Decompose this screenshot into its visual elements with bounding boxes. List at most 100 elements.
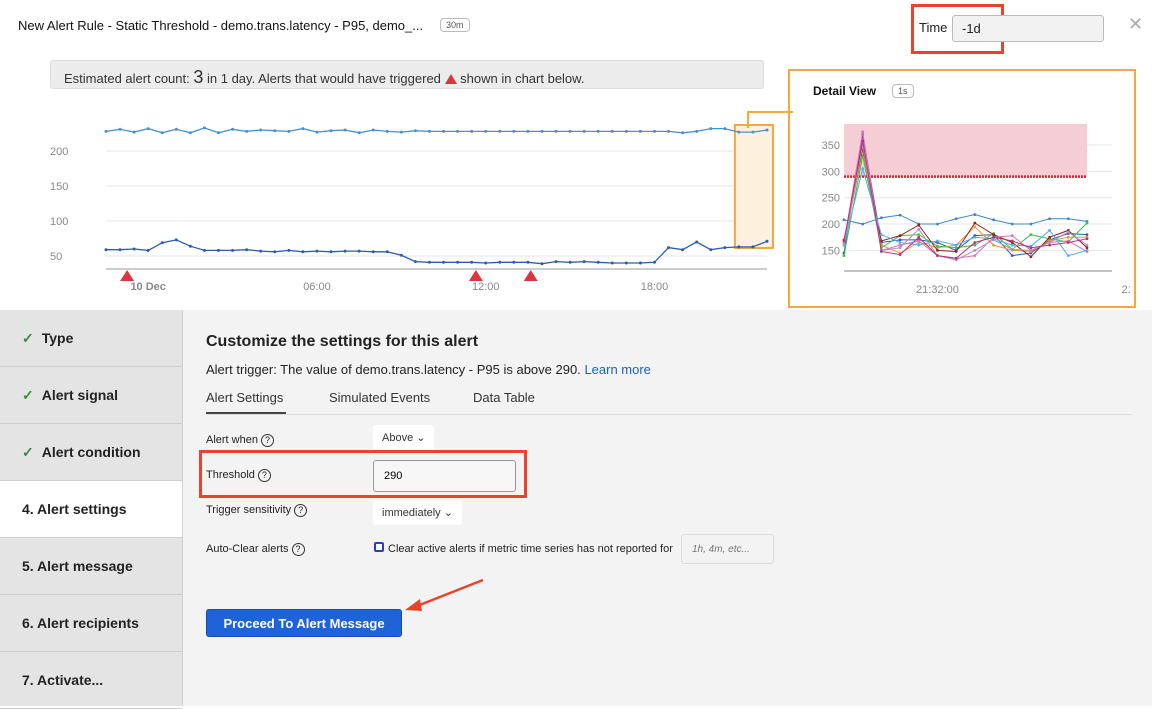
data-point xyxy=(898,213,902,217)
sensitivity-dropdown[interactable]: immediately ⌄ xyxy=(373,500,462,525)
data-point xyxy=(512,129,516,133)
autoclear-duration-input[interactable] xyxy=(681,534,774,564)
data-point xyxy=(652,260,656,264)
data-point xyxy=(1066,241,1070,244)
tab-simulated-events[interactable]: Simulated Events xyxy=(329,390,431,405)
data-point xyxy=(1066,230,1070,234)
estimate-suffix: shown in chart below. xyxy=(460,71,585,86)
help-icon[interactable]: ? xyxy=(294,504,308,517)
step-label: Type xyxy=(41,330,74,346)
y-tick-label: 200 xyxy=(822,219,840,231)
data-point xyxy=(526,260,530,264)
data-point xyxy=(638,129,642,133)
data-point xyxy=(301,250,305,254)
x-tick-label: 18:00 xyxy=(641,281,669,293)
detail-resolution-badge: 1s xyxy=(892,84,914,98)
data-point xyxy=(1066,217,1070,221)
tab-data-table[interactable]: Data Table xyxy=(473,390,535,405)
data-point xyxy=(917,233,921,236)
step-alert-recipients[interactable]: 6. Alert recipients xyxy=(0,595,182,652)
time-range-input[interactable] xyxy=(952,15,1104,42)
data-point xyxy=(954,250,958,253)
label-text: Alert when xyxy=(206,434,258,446)
data-point xyxy=(315,130,319,134)
alert-zone xyxy=(844,123,1087,177)
alert-when-dropdown[interactable]: Above ⌄ xyxy=(373,425,435,450)
data-point xyxy=(992,243,995,247)
data-point xyxy=(1085,237,1089,241)
help-icon[interactable]: ? xyxy=(257,469,271,482)
data-point xyxy=(954,217,958,221)
y-tick-label: 50 xyxy=(50,251,62,263)
data-point xyxy=(973,221,977,225)
x-tick-label: 21:32:00 xyxy=(916,284,959,296)
data-point xyxy=(1085,246,1089,250)
data-point xyxy=(751,245,755,249)
autoclear-text: Clear active alerts if metric time serie… xyxy=(388,543,673,555)
data-point xyxy=(936,244,939,248)
data-point xyxy=(118,127,122,131)
data-point xyxy=(104,129,108,133)
autoclear-checkbox[interactable] xyxy=(374,542,384,552)
settings-heading: Customize the settings for this alert xyxy=(206,333,479,350)
data-point xyxy=(160,241,164,245)
help-icon[interactable]: ? xyxy=(291,543,305,556)
data-point xyxy=(973,213,977,216)
detail-view-title: Detail View xyxy=(813,84,877,98)
step-alert-condition[interactable]: ✓ Alert condition xyxy=(0,424,182,481)
data-point xyxy=(1029,222,1033,226)
data-point xyxy=(413,260,417,264)
data-point xyxy=(973,241,977,244)
detail-chart[interactable]: 150 200 250 300 350 21:32:00 21:32:30 xyxy=(790,110,1130,300)
data-point xyxy=(751,130,755,134)
data-point xyxy=(188,244,192,248)
y-tick-label: 100 xyxy=(50,216,68,228)
data-point xyxy=(1048,235,1052,239)
data-point xyxy=(371,250,375,254)
data-point xyxy=(667,129,671,133)
proceed-button[interactable]: Proceed To Alert Message xyxy=(206,609,402,637)
data-point xyxy=(709,248,713,252)
data-point xyxy=(861,167,865,171)
data-point xyxy=(936,222,939,226)
learn-more-link[interactable]: Learn more xyxy=(584,362,651,377)
threshold-label: Threshold? xyxy=(206,469,271,482)
step-activate[interactable]: 7. Activate... xyxy=(0,652,182,709)
data-point xyxy=(568,129,572,133)
data-point xyxy=(1048,243,1052,247)
data-point xyxy=(695,240,699,244)
main-chart[interactable]: 50 100 150 200 10 Dec 06:00 12:00 18:00 xyxy=(0,95,790,305)
step-type[interactable]: ✓ Type xyxy=(0,310,182,367)
threshold-input[interactable] xyxy=(373,460,516,492)
check-icon: ✓ xyxy=(22,386,34,403)
detail-view-panel xyxy=(788,69,1136,308)
alert-marker-icon xyxy=(468,270,483,281)
step-label: 6. Alert recipients xyxy=(22,615,139,631)
data-point xyxy=(992,233,995,236)
x-tick-label: 06:00 xyxy=(303,281,331,293)
data-point xyxy=(132,247,136,251)
data-point xyxy=(638,261,642,265)
data-point xyxy=(259,128,263,132)
data-point xyxy=(1010,239,1014,243)
data-point xyxy=(936,254,939,258)
tab-alert-settings[interactable]: Alert Settings xyxy=(206,390,284,405)
data-point xyxy=(765,128,769,132)
data-point xyxy=(259,249,263,253)
dropdown-value: Above xyxy=(382,432,414,444)
sensitivity-label: Trigger sensitivity? xyxy=(206,504,308,517)
data-point xyxy=(287,129,291,133)
data-point xyxy=(898,253,902,257)
data-point xyxy=(1048,217,1052,221)
step-alert-message[interactable]: 5. Alert message xyxy=(0,538,182,595)
data-point xyxy=(709,127,713,131)
data-point xyxy=(954,243,958,247)
step-alert-signal[interactable]: ✓ Alert signal xyxy=(0,367,182,424)
label-text: Threshold xyxy=(206,469,255,481)
step-alert-settings[interactable]: 4. Alert settings xyxy=(0,481,182,538)
help-icon[interactable]: ? xyxy=(260,434,274,447)
close-icon[interactable]: ✕ xyxy=(1128,14,1144,34)
data-point xyxy=(861,139,865,143)
data-point xyxy=(737,245,741,249)
data-point xyxy=(596,260,600,264)
